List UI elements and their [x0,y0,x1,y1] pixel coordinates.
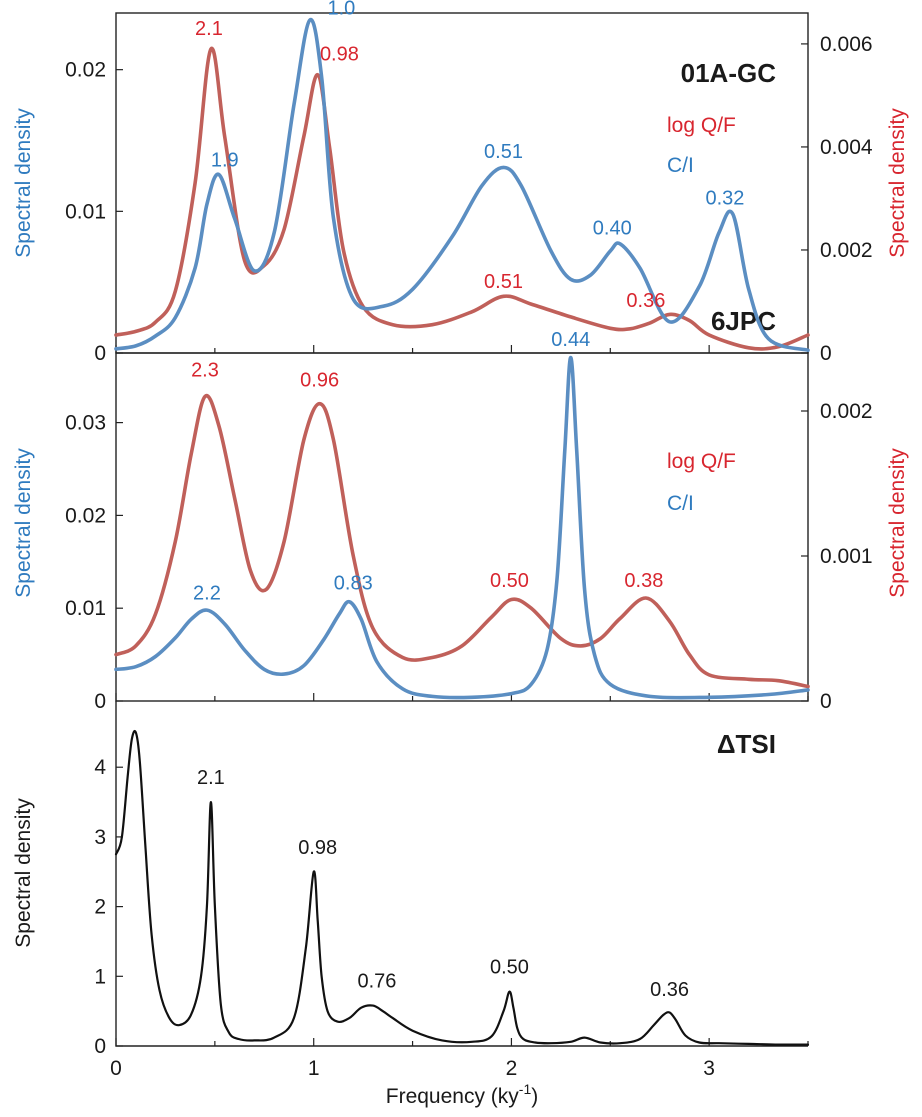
series-line-p1-log-q-f [114,46,810,351]
y-tick-label-right-p1-1: 0.002 [820,239,873,262]
peak-label-p1-4: 0.51 [484,141,523,163]
peak-label-p2-3: 2.2 [193,583,221,605]
y-tick-label-left-p3-1: 1 [94,965,106,988]
peak-label-p1-0: 2.1 [195,18,223,40]
legend-entry-ci-panel2: C/I [667,492,694,515]
y-tick-label-right-p1-2: 0.004 [820,136,873,159]
x-tick-label-1: 1 [308,1057,320,1080]
peak-label-p2-0: 2.3 [191,360,219,382]
y-axis-title-right-panel2: Spectral density [886,448,909,598]
peak-label-p2-4: 0.83 [334,572,373,594]
peak-label-p1-3: 1.9 [211,149,239,171]
y-axis-title-right-panel1: Spectral density [886,108,909,258]
panel-title-6jpc: 6JPC [711,306,776,336]
peak-label-p1-5: 0.40 [593,217,632,239]
y-tick-label-right-p1-0: 0 [820,342,832,365]
peak-label-p1-8: 0.36 [626,290,665,312]
y-tick-label-right-p2-2: 0.002 [820,400,873,423]
y-tick-label-left-p1-2: 0.02 [65,59,106,82]
y-tick-label-right-p2-0: 0 [820,690,832,713]
peak-label-p3-4: 0.36 [650,979,689,1001]
peak-label-p1-7: 0.51 [484,271,523,293]
series-line-p3-tsi [114,729,810,1046]
peak-label-p2-1: 0.96 [300,370,339,392]
y-tick-label-left-p3-0: 0 [94,1035,106,1058]
peak-label-p3-2: 0.76 [358,971,397,993]
peak-label-p2-5: 0.50 [490,570,529,592]
peak-label-p1-2: 0.98 [320,44,359,66]
peak-label-p3-0: 2.1 [197,767,225,789]
panel-title-01a-gc: 01A-GC [681,58,777,88]
y-tick-label-left-p3-2: 2 [94,896,106,919]
peak-label-p1-6: 0.32 [705,188,744,210]
panel-frame-6jpc [115,352,809,702]
y-tick-label-left-p2-3: 0.03 [65,412,106,435]
legend-entry-ci-panel1: C/I [667,154,694,177]
x-axis-title: Frequency (ky-1) [386,1081,539,1108]
peak-label-p2-6: 0.38 [624,570,663,592]
y-axis-title-left-panel3: Spectral density [12,798,35,948]
chart-marks: 0 0.01 0.02 0 0.002 0.004 0.006 2.1 1.0 0.98 1.9 0.… [65,0,873,1080]
legend-entry-log-qf-panel2: log Q/F [667,450,736,473]
y-tick-label-left-p3-4: 4 [94,756,106,779]
y-tick-label-left-p2-0: 0 [94,690,106,713]
series-line-p1-c-i [114,17,810,352]
y-tick-label-left-p3-3: 3 [94,826,106,849]
x-tick-label-3: 3 [703,1057,715,1080]
y-tick-label-right-p1-3: 0.006 [820,33,873,56]
x-tick-label-0: 0 [110,1057,122,1080]
x-tick-label-2: 2 [506,1057,518,1080]
y-tick-label-left-p1-1: 0.01 [65,200,106,223]
panel-title-tsi: ΔTSI [717,729,776,759]
peak-label-p3-1: 0.98 [298,837,337,859]
series-line-p2-log-q-f [114,393,810,689]
y-tick-label-left-p1-0: 0 [94,342,106,365]
y-axis-title-left-panel2: Spectral density [12,448,35,598]
series-line-p2-c-i [114,355,810,700]
peak-label-p3-3: 0.50 [490,957,529,979]
y-tick-label-left-p2-2: 0.02 [65,504,106,527]
y-tick-label-right-p2-1: 0.001 [820,545,873,568]
peak-label-p1-1: 1.0 [327,0,355,20]
y-axis-title-left-panel1: Spectral density [12,108,35,258]
peak-label-p2-2: 0.44 [551,329,590,351]
y-tick-label-left-p2-1: 0.01 [65,597,106,620]
legend-entry-log-qf-panel1: log Q/F [667,114,736,137]
